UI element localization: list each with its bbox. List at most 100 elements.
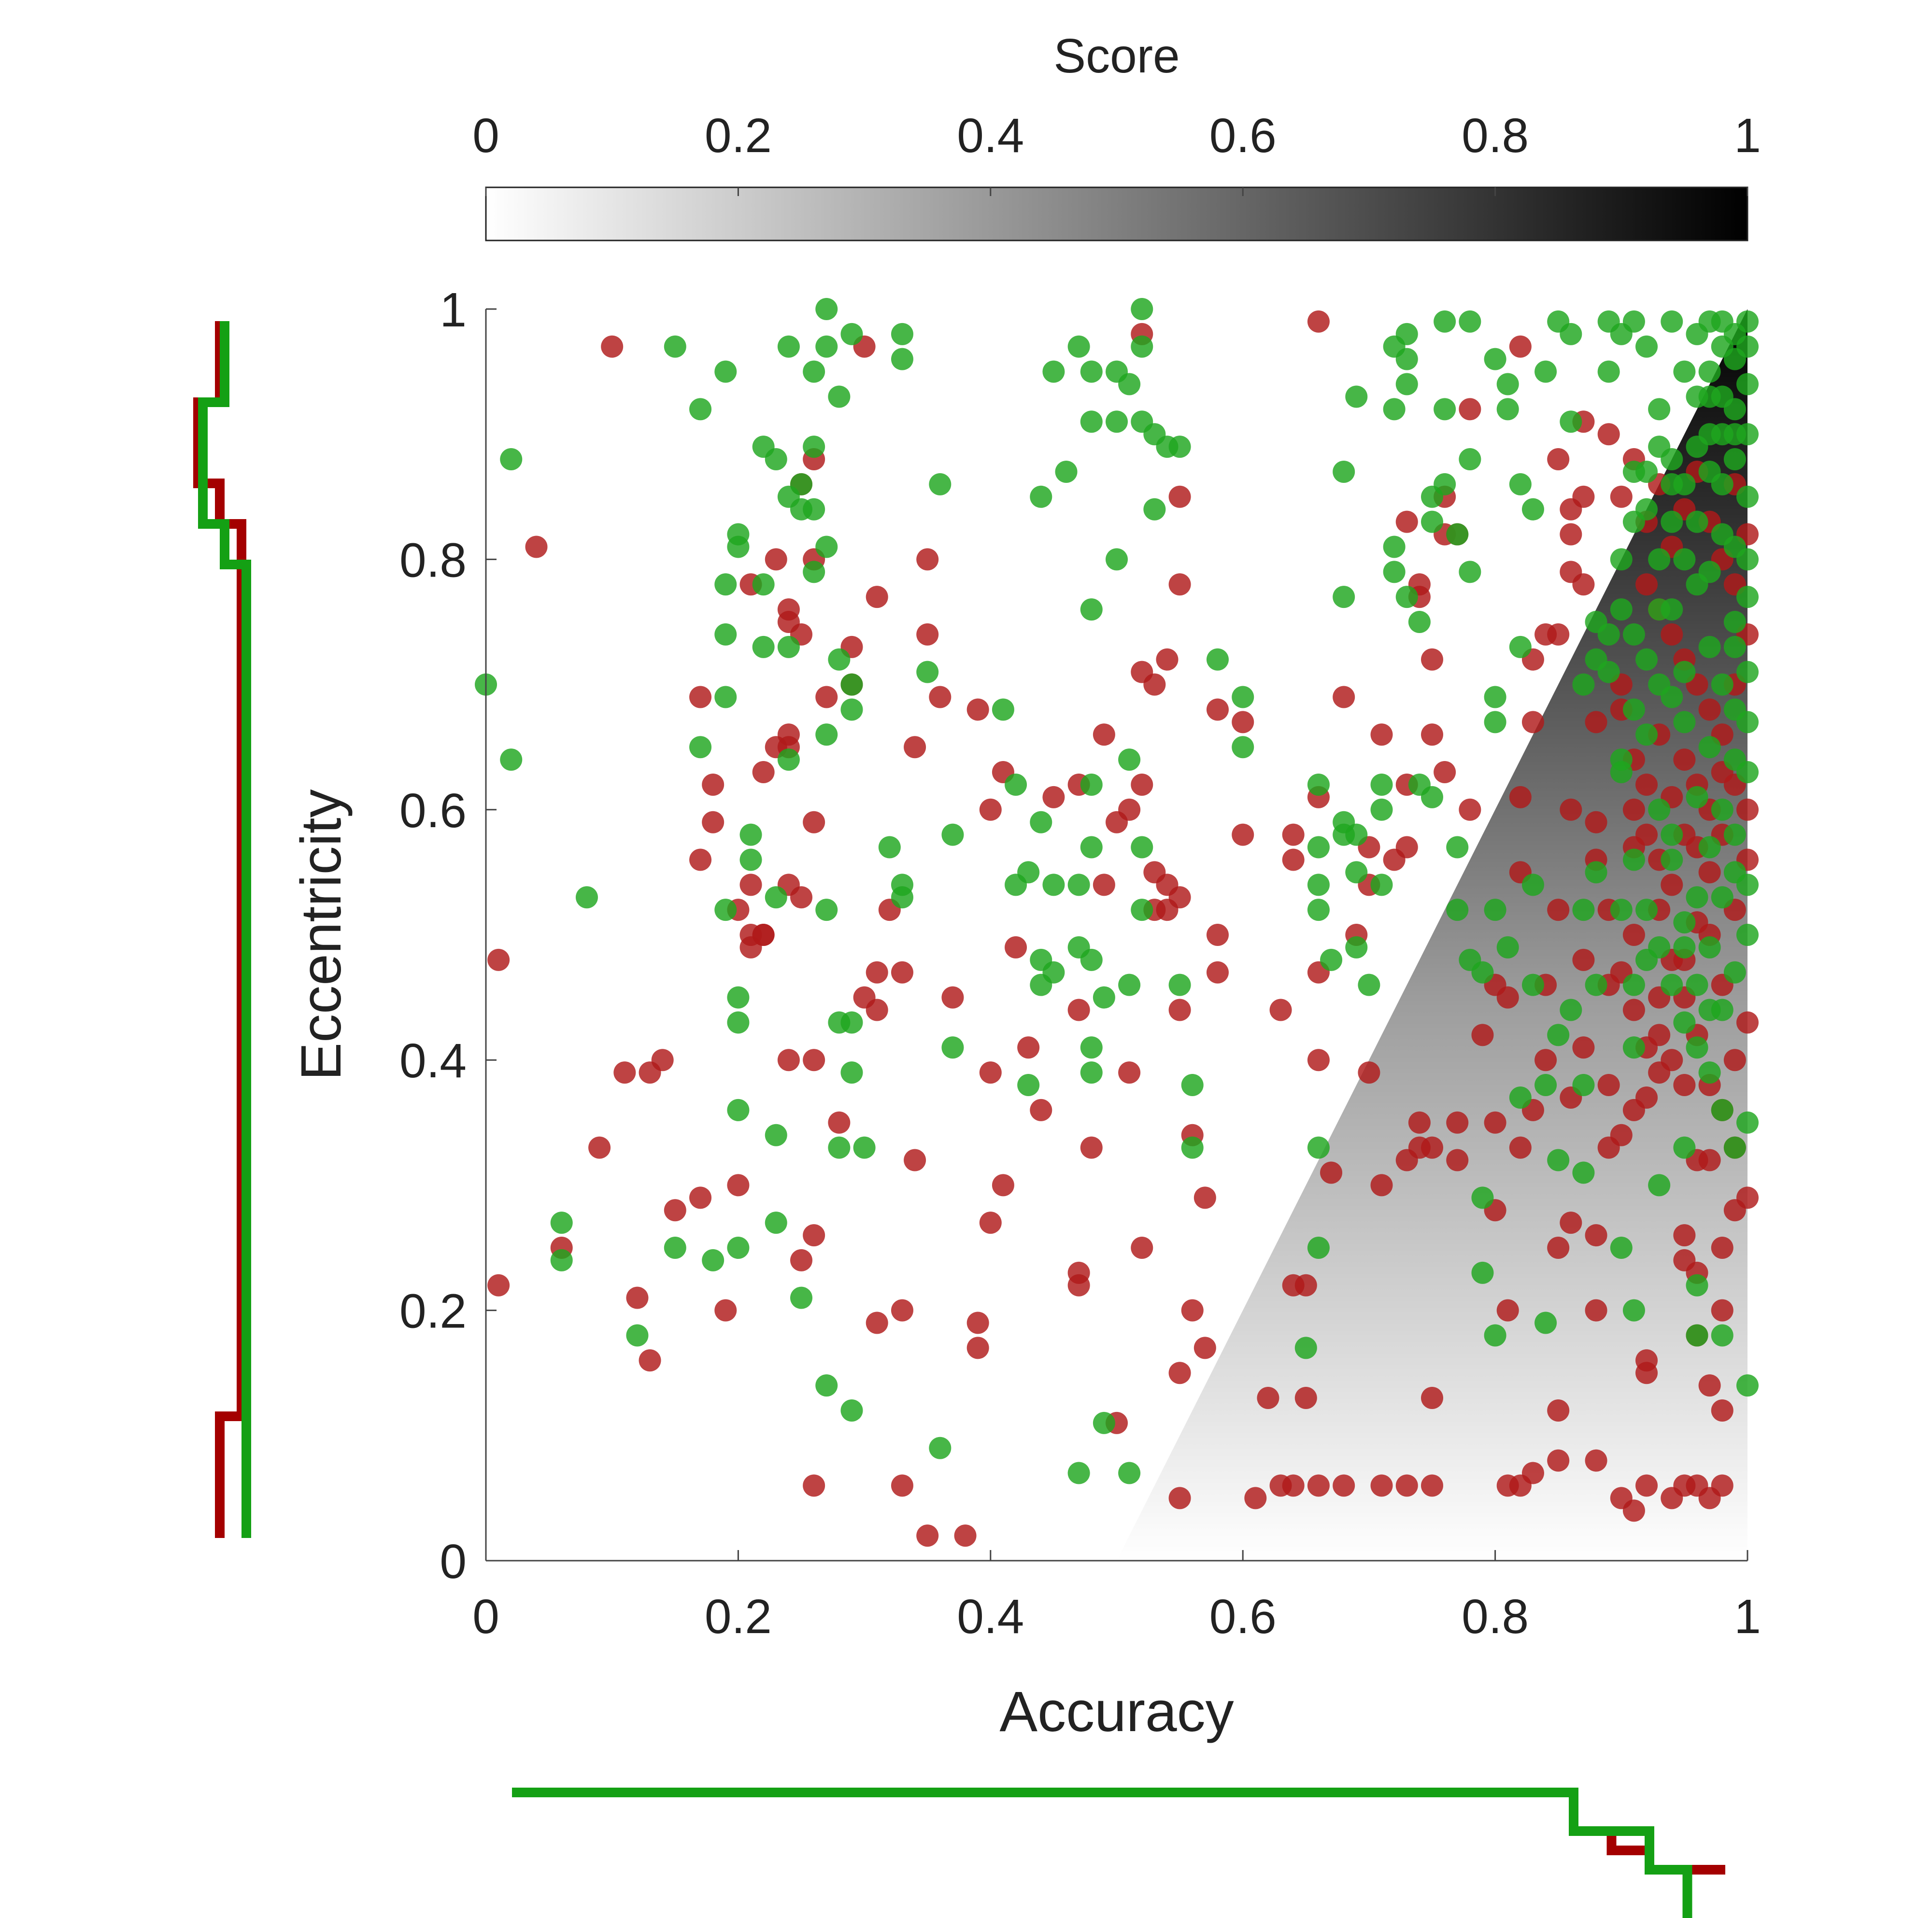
colorbar-tick-label: 0.4	[957, 109, 1024, 163]
red-point	[1080, 1136, 1103, 1159]
red-point	[1560, 498, 1582, 521]
red-point	[790, 1249, 812, 1271]
green-point	[1622, 973, 1645, 996]
red-point	[1622, 798, 1645, 821]
green-point	[803, 360, 825, 383]
red-point	[803, 1474, 825, 1497]
colorbar-tick-label: 0.2	[705, 109, 772, 163]
green-point	[1484, 348, 1506, 370]
colorbar: Score 0 0.2 0.4 0.6 0.8 1	[472, 29, 1761, 241]
green-point	[1723, 961, 1746, 984]
red-point	[1333, 1474, 1355, 1497]
green-point	[1484, 1324, 1506, 1347]
red-point	[966, 1312, 989, 1334]
green-point	[828, 648, 851, 671]
green-point	[1370, 798, 1393, 821]
y-tick-label: 1	[440, 283, 467, 337]
red-point	[1042, 786, 1065, 808]
x-marginal-histogram	[512, 1788, 1725, 1918]
green-point	[1560, 999, 1582, 1021]
red-point	[689, 686, 712, 708]
green-point	[1370, 874, 1393, 896]
green-point	[891, 886, 913, 909]
green-point	[1723, 611, 1746, 633]
red-point	[916, 623, 939, 646]
red-point	[1358, 1061, 1380, 1084]
y-hist-green	[198, 321, 251, 1538]
green-point	[1307, 874, 1330, 896]
green-point	[1673, 360, 1696, 383]
red-point	[1320, 1161, 1343, 1184]
green-point	[1093, 1411, 1115, 1434]
green-point	[739, 823, 762, 846]
red-point	[1067, 1261, 1090, 1284]
red-point	[1193, 1337, 1216, 1359]
green-point	[714, 623, 737, 646]
green-point	[1131, 899, 1153, 921]
green-point	[1017, 861, 1040, 884]
green-point	[1572, 899, 1595, 921]
green-point	[1294, 1337, 1317, 1359]
green-point	[1307, 1136, 1330, 1159]
green-point	[1421, 510, 1443, 533]
green-point	[1635, 460, 1658, 483]
x-tick-label: 0.2	[705, 1590, 772, 1644]
green-point	[765, 1212, 787, 1234]
green-point	[1661, 848, 1683, 871]
green-point	[765, 448, 787, 471]
green-point	[550, 1212, 573, 1234]
green-point	[1648, 1174, 1671, 1197]
green-point	[1421, 786, 1443, 808]
green-point	[1118, 973, 1141, 996]
red-point	[1547, 1449, 1570, 1472]
green-point	[1446, 523, 1469, 546]
red-point	[1421, 1387, 1443, 1410]
green-point	[1698, 736, 1721, 759]
green-point	[992, 698, 1014, 721]
green-point	[1661, 310, 1683, 333]
green-point	[1080, 948, 1103, 971]
red-point	[1168, 573, 1191, 596]
green-point	[1358, 973, 1380, 996]
green-point	[1635, 648, 1658, 671]
green-point	[1698, 635, 1721, 658]
green-point	[1635, 335, 1658, 358]
red-point	[1446, 1111, 1469, 1134]
red-point	[525, 536, 548, 558]
red-point	[1232, 823, 1254, 846]
green-point	[1610, 598, 1633, 621]
red-point	[954, 1524, 977, 1547]
green-point	[1307, 773, 1330, 796]
green-point	[941, 1036, 964, 1059]
green-point	[752, 573, 775, 596]
green-point	[1736, 924, 1759, 946]
red-point	[1585, 1299, 1607, 1322]
green-point	[815, 335, 838, 358]
red-point	[1168, 1362, 1191, 1384]
green-point	[1333, 460, 1355, 483]
green-point	[1080, 836, 1103, 859]
green-point	[777, 335, 800, 358]
green-point	[1232, 736, 1254, 759]
red-point	[1711, 1474, 1733, 1497]
green-point	[1673, 1011, 1696, 1034]
y-tick-label: 0.2	[399, 1284, 467, 1339]
red-point	[1547, 448, 1570, 471]
green-point	[1736, 1374, 1759, 1397]
red-point	[689, 1186, 712, 1209]
red-point	[1597, 1074, 1620, 1097]
green-point	[1698, 360, 1721, 383]
red-point	[966, 698, 989, 721]
colorbar-gradient	[485, 186, 1748, 241]
green-point	[1080, 598, 1103, 621]
red-point	[904, 1149, 926, 1171]
red-point	[1711, 1399, 1733, 1422]
red-point	[1282, 823, 1305, 846]
green-point	[1622, 1036, 1645, 1059]
red-point	[1421, 723, 1443, 746]
green-point	[1521, 973, 1544, 996]
green-point	[790, 473, 812, 495]
green-point	[1661, 598, 1683, 621]
green-point	[929, 1437, 952, 1459]
